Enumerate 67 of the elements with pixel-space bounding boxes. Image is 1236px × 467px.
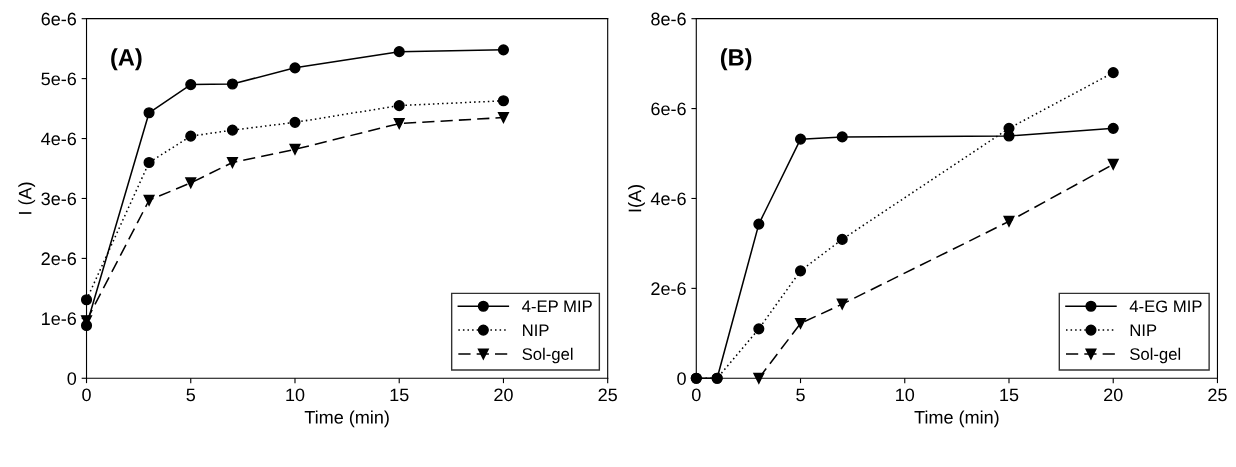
y-tick-label: 2e-6: [41, 252, 77, 266]
y-tick-label: 4e-6: [650, 192, 686, 206]
y-tick-label: 3e-6: [41, 192, 77, 206]
point: [1107, 67, 1119, 79]
point: [289, 143, 301, 155]
x-tick-label: 10: [286, 388, 305, 402]
legend-label: 4-EP MIP: [522, 300, 592, 313]
point: [185, 177, 197, 189]
point: [794, 265, 807, 277]
legend-label: NIP: [523, 324, 549, 336]
point: [836, 131, 848, 143]
x-tick-label: 15: [1000, 388, 1019, 402]
point: [836, 233, 848, 245]
annotation: (B): [720, 48, 752, 71]
point: [753, 323, 765, 335]
point: [289, 62, 301, 74]
point: [185, 79, 197, 91]
legend-label: 4-EG MIP: [1129, 300, 1202, 313]
point: [753, 218, 765, 230]
point: [794, 133, 807, 145]
x-tick-label: 5: [796, 388, 805, 402]
y-axis-title: I (A): [18, 182, 36, 214]
x-tick-label: 25: [598, 388, 617, 402]
annotation: (A): [111, 48, 142, 71]
y-tick-label: 6e-6: [651, 102, 686, 116]
x-tick-label: 0: [82, 388, 91, 402]
point: [289, 116, 301, 128]
y-axis-title: I(A): [628, 185, 645, 212]
point: [226, 124, 239, 136]
y-tick-label: 8e-6: [651, 12, 686, 26]
x-axis-title: Time (min): [304, 410, 389, 428]
x-axis-title: Time (min): [914, 410, 999, 428]
point: [497, 44, 510, 56]
point: [80, 294, 93, 306]
point: [185, 130, 197, 142]
point: [393, 100, 405, 112]
point: [226, 156, 239, 169]
legend-label: NIP: [1130, 324, 1157, 336]
y-tick-label: 5e-6: [41, 72, 77, 86]
point: [1107, 122, 1119, 134]
point: [143, 194, 155, 206]
legend-label: Sol-gel: [522, 347, 573, 364]
x-tick-label: 20: [1104, 388, 1123, 402]
x-tick-label: 0: [691, 388, 701, 402]
y-tick-label: 1e-6: [42, 312, 77, 326]
point: [143, 156, 155, 169]
point: [1003, 215, 1015, 227]
point: [497, 112, 510, 124]
point: [1107, 158, 1119, 170]
point: [393, 118, 405, 130]
x-tick-label: 15: [390, 388, 409, 402]
x-tick-label: 5: [186, 388, 196, 402]
point: [143, 107, 155, 119]
point: [226, 78, 239, 90]
y-tick-label: 6e-6: [41, 12, 77, 26]
point: [836, 298, 848, 310]
point: [794, 317, 807, 329]
point: [393, 46, 405, 58]
legend-label: Sol-gel: [1130, 347, 1181, 364]
x-tick-label: 25: [1208, 388, 1227, 402]
y-tick-label: 0: [677, 372, 686, 385]
x-tick-label: 20: [494, 388, 513, 402]
y-tick-label: 2e-6: [651, 282, 686, 296]
point: [497, 95, 510, 107]
x-tick-label: 10: [896, 388, 915, 402]
y-tick-label: 0: [67, 372, 77, 385]
y-tick-label: 4e-6: [41, 132, 77, 146]
